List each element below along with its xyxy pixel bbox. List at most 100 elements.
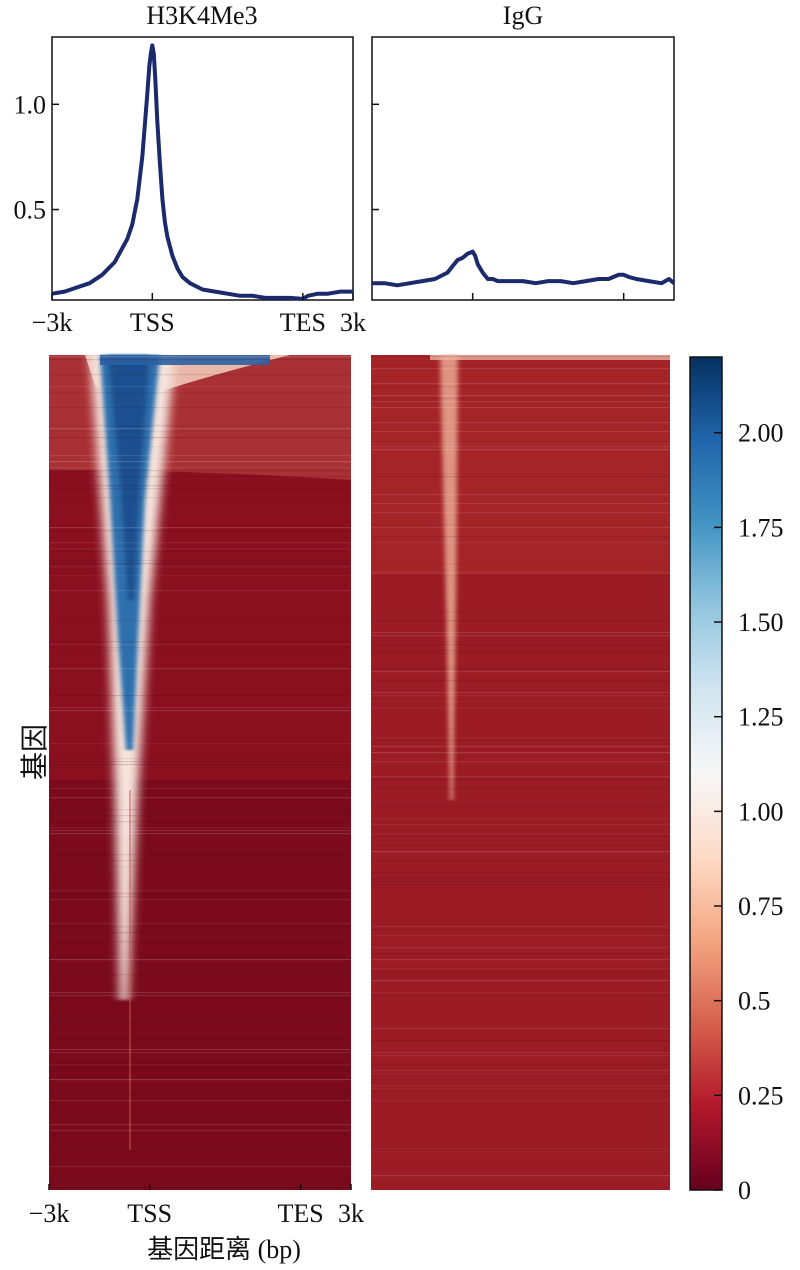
row-stripe <box>49 620 351 622</box>
row-stripe <box>49 647 351 649</box>
row-stripe <box>49 386 351 388</box>
h3-xtick-label: 3k <box>340 308 366 337</box>
row-stripe <box>371 776 670 778</box>
row-stripe <box>49 1061 351 1063</box>
row-stripe <box>371 929 670 931</box>
row-stripe <box>371 527 670 529</box>
row-stripe <box>371 1175 670 1177</box>
row-stripe <box>49 560 351 562</box>
row-stripe <box>371 860 670 862</box>
heatmap-xtick-label: TES <box>278 1199 324 1228</box>
row-stripe <box>49 1178 351 1180</box>
row-stripe <box>49 641 351 643</box>
row-stripe <box>371 1040 670 1042</box>
row-stripe <box>371 974 670 976</box>
colorbar-tick-label: 0.25 <box>738 1081 784 1110</box>
row-stripe <box>49 1022 351 1024</box>
row-stripe <box>49 668 351 670</box>
row-stripe <box>49 797 351 799</box>
heatmap-y-axis-label: 基因 <box>19 724 51 780</box>
row-stripe <box>49 527 351 529</box>
row-stripe <box>371 977 670 979</box>
row-stripe <box>371 572 670 574</box>
row-stripe <box>371 542 670 544</box>
row-stripe <box>49 485 351 487</box>
row-stripe <box>49 437 351 439</box>
row-stripe <box>371 407 670 409</box>
row-stripe <box>371 449 670 451</box>
row-stripe <box>49 1070 351 1072</box>
heatmap-h3k4me3-tss-core <box>108 355 150 600</box>
colorbar-tick-label: 2.00 <box>738 419 784 448</box>
row-stripe <box>49 1049 351 1051</box>
row-stripe <box>371 959 670 961</box>
row-stripe <box>371 1064 670 1066</box>
row-stripe <box>49 1187 351 1189</box>
row-stripe <box>49 461 351 463</box>
row-stripe <box>49 1064 351 1066</box>
row-stripe <box>371 494 670 496</box>
row-stripe <box>49 707 351 709</box>
row-stripe <box>371 728 670 730</box>
row-stripe <box>49 827 351 829</box>
row-stripe <box>49 899 351 901</box>
row-stripe <box>371 1028 670 1030</box>
row-stripe <box>49 488 351 490</box>
row-stripe <box>371 878 670 880</box>
row-stripe <box>371 446 670 448</box>
row-stripe <box>371 845 670 847</box>
row-stripe <box>371 701 670 703</box>
row-stripe <box>371 1148 670 1150</box>
heatmap-h3k4me3-top-streak <box>100 355 270 365</box>
row-stripe <box>371 818 670 820</box>
heatmap-xtick-label: 3k <box>338 1199 364 1228</box>
row-stripe <box>371 1055 670 1057</box>
row-stripe <box>49 1181 351 1183</box>
row-stripe <box>49 551 351 553</box>
row-stripe <box>49 1052 351 1054</box>
row-stripe <box>371 833 670 835</box>
row-stripe <box>49 446 351 448</box>
row-stripe <box>371 512 670 514</box>
row-stripe <box>49 392 351 394</box>
row-stripe <box>371 992 670 994</box>
row-stripe <box>371 536 670 538</box>
row-stripe <box>49 1094 351 1096</box>
row-stripe <box>371 644 670 646</box>
heatmap-x-axis: −3k TSS TES 3k <box>29 1184 364 1228</box>
row-stripe <box>49 998 351 1000</box>
row-stripe <box>371 944 670 946</box>
row-stripe <box>371 968 670 970</box>
row-stripe <box>49 644 351 646</box>
row-stripe <box>49 854 351 856</box>
heatmap-igg <box>371 355 670 1190</box>
row-stripe <box>371 695 670 697</box>
row-stripe <box>49 992 351 994</box>
row-stripe <box>371 635 670 637</box>
row-stripe <box>49 821 351 823</box>
row-stripe <box>49 1130 351 1132</box>
row-stripe <box>371 401 670 403</box>
heatmap-h3k4me3-lower-band <box>49 780 351 1190</box>
colorbar-tick-label: 0 <box>738 1176 751 1205</box>
row-stripe <box>49 932 351 934</box>
row-stripe <box>49 428 351 430</box>
h3-ytick-label: 1.0 <box>14 90 47 119</box>
row-stripe <box>371 692 670 694</box>
row-stripe <box>49 425 351 427</box>
row-stripe <box>371 473 670 475</box>
row-stripe <box>371 1073 670 1075</box>
profile-line-0 <box>372 249 676 288</box>
row-stripe <box>49 1004 351 1006</box>
row-stripe <box>49 1112 351 1114</box>
row-stripe <box>49 695 351 697</box>
row-stripe <box>371 1088 670 1090</box>
row-stripe <box>49 548 351 550</box>
row-stripe <box>49 563 351 565</box>
row-stripe <box>371 1079 670 1081</box>
row-stripe <box>371 368 670 370</box>
row-stripe <box>371 806 670 808</box>
row-stripe <box>371 1100 670 1102</box>
row-stripe <box>49 476 351 478</box>
